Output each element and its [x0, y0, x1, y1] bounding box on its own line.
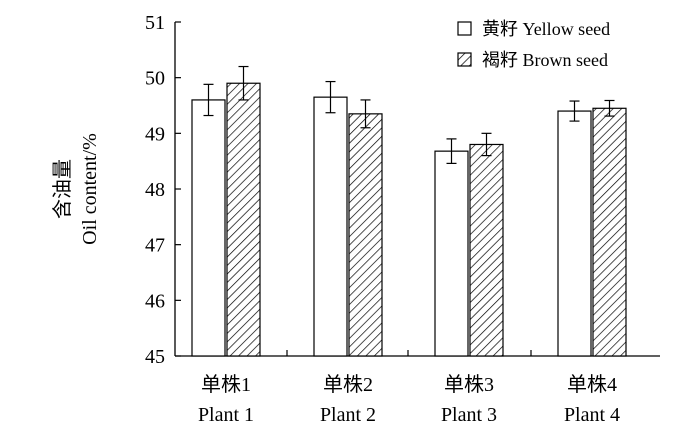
- y-tick-label: 47: [145, 235, 165, 257]
- bar-brown-seed: [226, 82, 261, 357]
- y-tick-label: 45: [145, 346, 165, 368]
- legend-label-yellow-seed: 黄籽 Yellow seed: [482, 19, 610, 39]
- y-tick-label: 50: [145, 68, 165, 90]
- y-tick-label: 51: [145, 12, 165, 34]
- y-tick-label: 46: [145, 290, 165, 312]
- x-category-label-en: Plant 4: [564, 404, 620, 426]
- bar-brown-seed: [469, 143, 504, 357]
- bar-yellow-seed: [557, 110, 592, 357]
- y-axis-label-en: Oil content/%: [79, 133, 101, 245]
- x-category-label-cn: 单株1: [201, 373, 251, 396]
- x-category-label-en: Plant 2: [320, 404, 376, 426]
- bar-brown-seed: [592, 107, 627, 357]
- x-category-label-cn: 单株2: [323, 373, 373, 396]
- y-axis-label: 含油量 Oil content/%: [51, 133, 101, 245]
- legend-swatch-yellow-seed: [457, 21, 472, 36]
- bar-yellow-seed: [434, 150, 469, 357]
- y-tick-label: 48: [145, 179, 165, 201]
- x-category-label-cn: 单株3: [444, 373, 494, 396]
- y-axis-label-cn: 含油量: [51, 159, 74, 219]
- bar-yellow-seed: [191, 99, 226, 357]
- bar-brown-seed: [348, 113, 383, 357]
- x-category-label-en: Plant 3: [441, 404, 497, 426]
- y-tick-label: 49: [145, 123, 165, 145]
- legend-label-brown-seed: 褐籽 Brown seed: [482, 50, 608, 70]
- labels: 45 46 47 48 49 50 51 含油量 Oil content/% 单株1 Plant 1…: [51, 12, 620, 426]
- bars: [191, 65, 627, 357]
- legend-swatch-brown-seed: [457, 52, 472, 67]
- x-category-label-en: Plant 1: [198, 404, 254, 426]
- legend: 黄籽 Yellow seed 褐籽 Brown seed: [457, 19, 610, 70]
- bar-yellow-seed: [313, 96, 348, 357]
- x-category-label-cn: 单株4: [567, 373, 617, 396]
